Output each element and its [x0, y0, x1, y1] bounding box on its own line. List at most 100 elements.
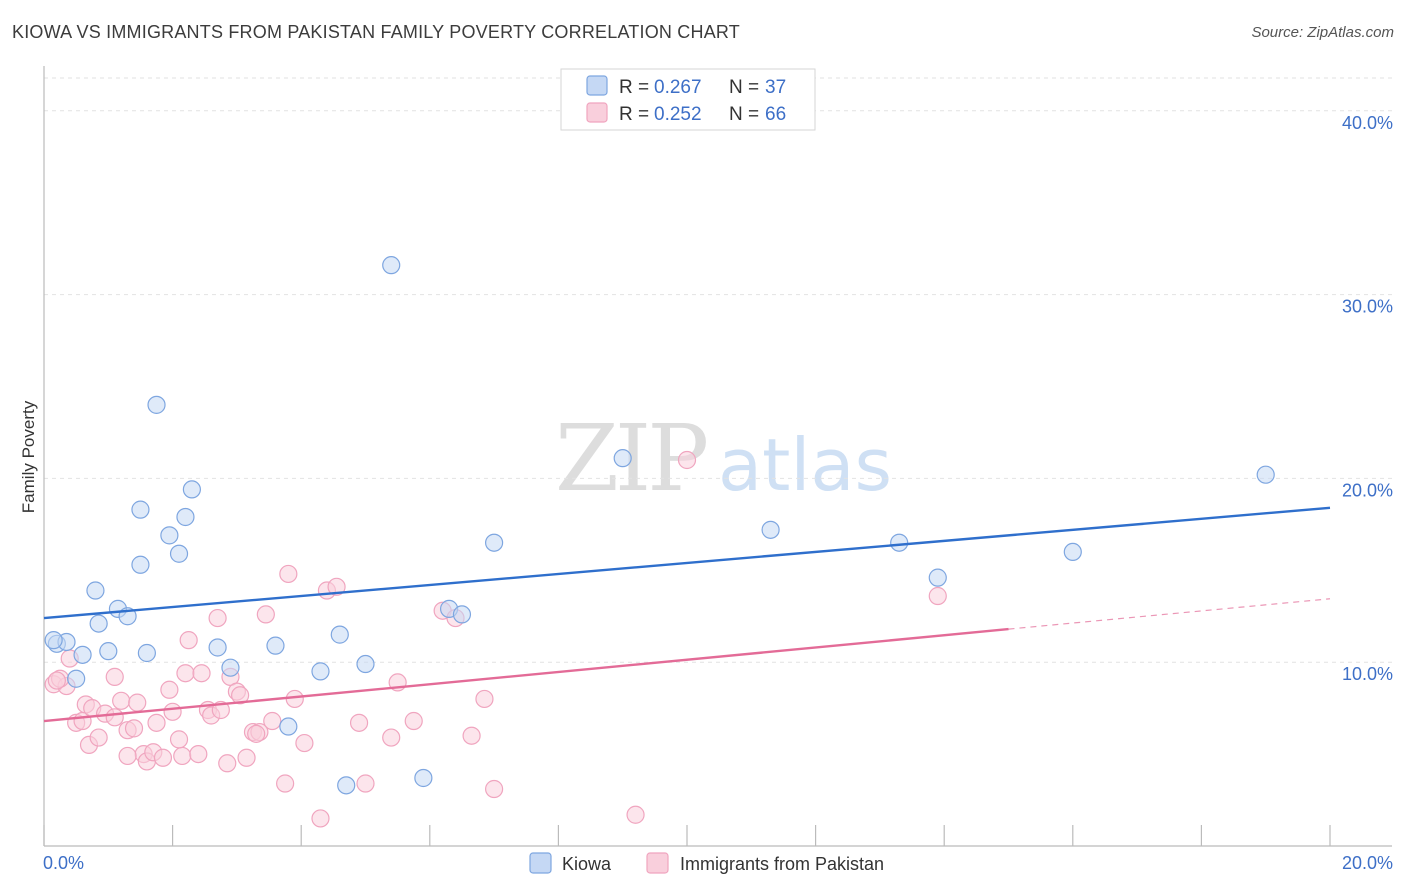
pakistan-point-44	[285, 689, 304, 709]
pakistan-point-9	[89, 728, 108, 747]
axes	[43, 66, 1392, 847]
top-legend-swatch-pakistan	[586, 102, 608, 123]
pakistan-point-12	[105, 667, 124, 686]
pakistan-point-57	[475, 689, 494, 709]
top-legend-r-value-kiowa: 0.267	[654, 77, 702, 98]
kiowa-point-31	[761, 520, 780, 539]
kiowa-point-3	[182, 480, 201, 499]
pakistan-point-64	[118, 746, 137, 766]
pakistan-point-21	[153, 748, 173, 767]
pakistan-point-51	[382, 728, 401, 747]
pakistan-point-28	[192, 664, 211, 683]
kiowa-point-33	[928, 568, 947, 587]
top-legend: R = 0.267 N = 37 R = 0.252 N = 66	[560, 68, 816, 131]
y-axis-label: Family Poverty	[19, 400, 38, 513]
bottom-legend-label-kiowa: Kiowa	[562, 854, 612, 874]
source-credit: Source: ZipAtlas.com	[1251, 24, 1394, 41]
kiowa-point-25	[337, 776, 356, 795]
bottom-legend: Kiowa Immigrants from Pakistan	[529, 852, 884, 874]
pakistan-point-48	[327, 577, 346, 596]
kiowa-point-18	[266, 636, 285, 655]
pakistan-point-37	[237, 748, 256, 767]
kiowa-point-29	[485, 533, 504, 552]
pakistan-point-36	[231, 686, 250, 705]
bottom-legend-swatch-pakistan	[646, 852, 669, 874]
series-kiowa-points	[44, 256, 1275, 795]
kiowa-point-11	[89, 614, 108, 633]
kiowa-point-36	[44, 631, 63, 650]
kiowa-point-16	[137, 643, 156, 663]
pakistan-point-33	[218, 754, 237, 773]
pakistan-point-50	[356, 774, 375, 793]
x-tick-label-max: 20.0%	[1342, 853, 1393, 873]
pakistan-point-42	[276, 774, 295, 793]
y-tick-label-30: 30.0%	[1342, 297, 1393, 317]
kiowa-point-1	[147, 395, 166, 414]
chart-title: KIOWA VS IMMIGRANTS FROM PAKISTAN FAMILY…	[12, 22, 740, 42]
top-legend-n-label-pakistan: N =	[729, 104, 764, 125]
pakistan-point-41	[263, 711, 282, 731]
pakistan-point-46	[311, 809, 330, 828]
y-tick-label-10: 10.0%	[1342, 664, 1393, 684]
kiowa-point-32	[890, 533, 909, 552]
trend-lines	[43, 506, 1331, 723]
top-legend-r-label-pakistan: R =	[619, 104, 654, 125]
kiowa-point-14	[73, 645, 92, 664]
pakistan-point-26	[179, 631, 198, 650]
kiowa-point-20	[67, 669, 86, 688]
kiowa-point-6	[169, 544, 189, 563]
top-legend-n-value-pakistan: 66	[765, 104, 786, 125]
kiowa-point-4	[176, 507, 195, 527]
kiowa-point-34	[1063, 542, 1082, 562]
pakistan-point-43	[279, 564, 298, 584]
trend-line-pakistan	[43, 627, 1009, 723]
kiowa-point-2	[131, 500, 150, 519]
watermark-atlas: atlas	[718, 423, 892, 507]
pakistan-point-25	[176, 664, 195, 683]
series-immigrants-from-pakistan-points	[44, 450, 947, 828]
top-legend-swatch-kiowa	[586, 75, 608, 96]
trend-line-kiowa	[43, 506, 1331, 620]
pakistan-point-23	[163, 702, 182, 721]
pakistan-point-22	[160, 680, 179, 699]
pakistan-point-24	[173, 746, 192, 766]
pakistan-point-40	[256, 605, 275, 624]
kiowa-point-15	[99, 642, 118, 661]
pakistan-point-11	[105, 708, 124, 727]
grid-lines	[44, 77, 1392, 663]
bottom-legend-label-pakistan: Immigrants from Pakistan	[680, 854, 884, 874]
top-legend-r-value-pakistan: 0.252	[654, 104, 702, 125]
kiowa-point-17	[208, 638, 227, 657]
pakistan-point-58	[485, 779, 504, 799]
top-legend-n-value-kiowa: 37	[765, 77, 786, 98]
kiowa-point-21	[221, 658, 240, 677]
kiowa-point-23	[356, 654, 375, 674]
kiowa-point-8	[86, 581, 105, 600]
pakistan-point-63	[169, 730, 189, 749]
x-ticks	[43, 825, 1331, 846]
pakistan-point-31	[208, 608, 227, 628]
pakistan-point-61	[928, 586, 947, 606]
bottom-legend-swatch-kiowa	[529, 852, 552, 874]
pakistan-point-62	[247, 724, 266, 743]
pakistan-point-16	[128, 693, 147, 712]
pakistan-point-15	[124, 719, 144, 738]
pakistan-point-56	[462, 726, 481, 745]
pakistan-point-45	[295, 733, 314, 753]
kiowa-point-26	[414, 768, 433, 788]
pakistan-point-13	[112, 691, 131, 710]
kiowa-point-5	[160, 526, 179, 545]
y-tick-label-20: 20.0%	[1342, 480, 1393, 500]
kiowa-point-19	[330, 625, 349, 644]
trend-line-pakistan-extension	[1008, 598, 1331, 630]
pakistan-point-53	[404, 711, 423, 731]
pakistan-point-60	[677, 450, 697, 470]
kiowa-point-35	[1256, 465, 1275, 484]
kiowa-point-24	[279, 717, 298, 736]
kiowa-point-7	[131, 555, 150, 574]
top-legend-r-label-kiowa: R =	[619, 77, 654, 98]
kiowa-point-22	[311, 662, 330, 681]
pakistan-point-59	[626, 805, 645, 824]
y-tick-labels: 10.0% 20.0% 30.0% 40.0%	[1342, 113, 1393, 684]
